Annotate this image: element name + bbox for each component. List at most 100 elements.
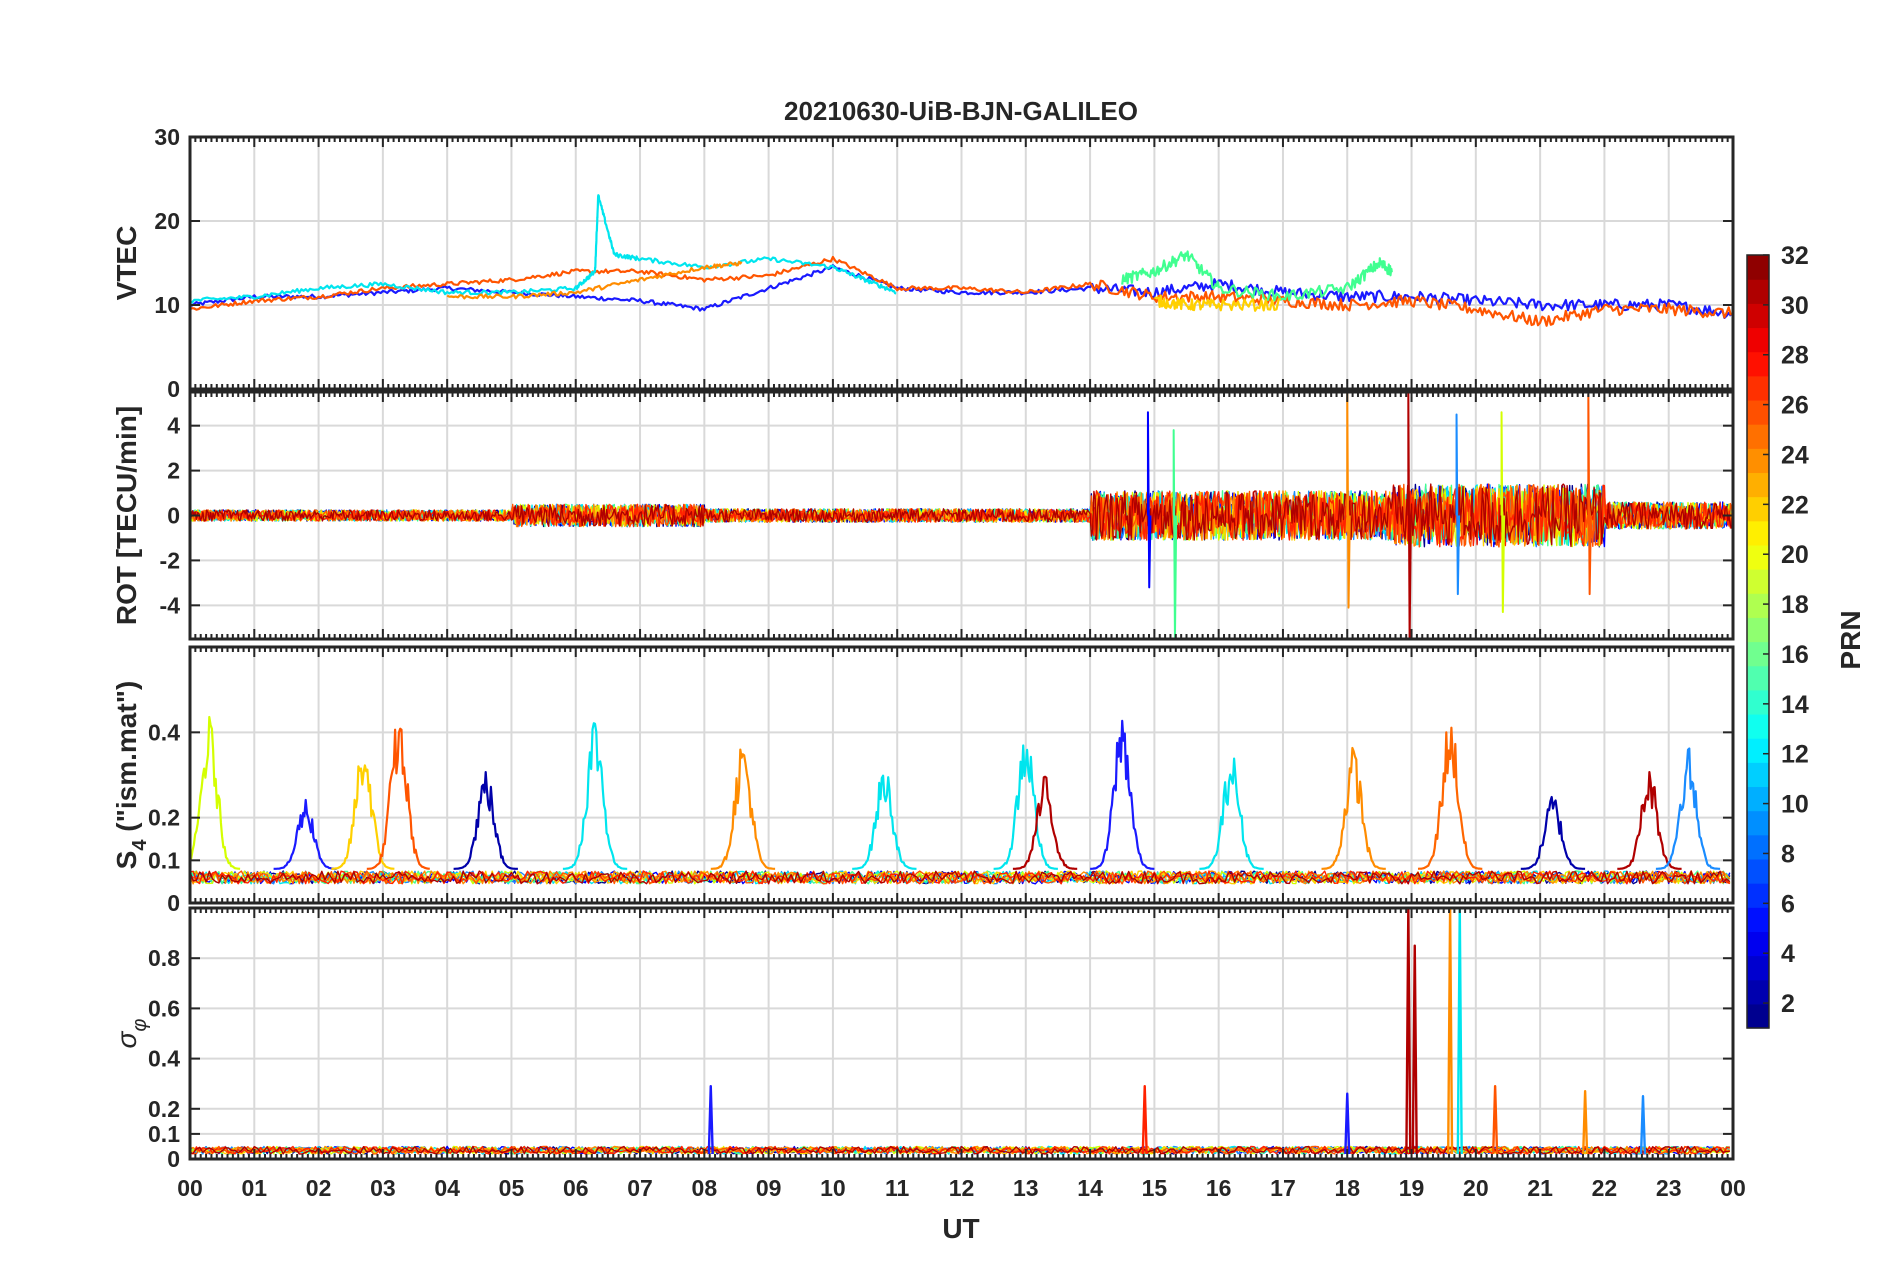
grid-S4 <box>190 647 1733 904</box>
peak-mark <box>366 727 430 870</box>
colorbar-segment <box>1747 738 1769 763</box>
y-tick-label: 0.2 <box>148 805 180 831</box>
y-tick-label: 20 <box>154 208 180 234</box>
peak-mark <box>190 715 241 870</box>
x-tick-label: 16 <box>1206 1175 1232 1201</box>
spike-mark <box>1141 1085 1148 1155</box>
data-ROT <box>190 392 1733 639</box>
peak-mark <box>453 771 518 870</box>
y-tick-label: 2 <box>167 458 180 484</box>
x-tick-label: 12 <box>949 1175 975 1201</box>
colorbar-segment <box>1747 883 1769 908</box>
colorbar-tick-label: 24 <box>1781 441 1809 469</box>
series-line <box>190 483 1733 548</box>
y-tick-label: 30 <box>154 124 180 150</box>
peak-mark <box>1417 726 1483 870</box>
colorbar-tick-label: 12 <box>1781 741 1809 769</box>
colorbar-segment <box>1747 641 1769 667</box>
colorbar-segment <box>1747 810 1769 836</box>
colorbar-segment <box>1747 520 1769 546</box>
panel-VTEC: 0 10 20 30 VTEC <box>111 124 1735 402</box>
x-tick-label: 13 <box>1013 1175 1039 1201</box>
ticks-sigma_phi <box>189 908 1734 1159</box>
spike-mark <box>1344 1092 1351 1155</box>
peak-mark <box>1617 771 1682 870</box>
colorbar-segment <box>1747 448 1769 474</box>
data-S4 <box>190 715 1731 885</box>
colorbar-segment <box>1747 931 1769 957</box>
x-tick-label: 20 <box>1463 1175 1489 1201</box>
figure-title: 20210630-UiB-BJN-GALILEO <box>784 96 1138 126</box>
spike-mark <box>1411 944 1418 1154</box>
series-line <box>190 870 1731 885</box>
colorbar-segment <box>1747 689 1769 715</box>
peak-mark <box>1090 719 1155 870</box>
series-line <box>190 870 1731 885</box>
colorbar-tick-label: 32 <box>1781 242 1809 270</box>
y-axis-label-ROT: ROT [TECU/min] <box>111 406 142 625</box>
burst-mark <box>1172 429 1178 639</box>
grid-sigma_phi <box>190 908 1733 1160</box>
x-tick-label: 18 <box>1334 1175 1360 1201</box>
colorbar-segment <box>1747 544 1769 570</box>
colorbar-tick-label: 14 <box>1781 691 1809 719</box>
peak-mark <box>852 774 917 870</box>
series-line <box>1154 294 1281 312</box>
x-tick-label: 09 <box>756 1175 782 1201</box>
peak-mark <box>1012 775 1078 870</box>
colorbar-tick-label: 6 <box>1781 890 1795 918</box>
colorbar-segment <box>1747 1003 1769 1029</box>
y-tick-label: 0 <box>167 890 180 916</box>
data-sigma_phi <box>190 908 1731 1155</box>
x-tick-label: 15 <box>1142 1175 1168 1201</box>
colorbar-segment <box>1747 713 1769 739</box>
burst-mark <box>1346 392 1351 609</box>
peak-mark <box>1199 757 1264 870</box>
x-tick-label: 23 <box>1656 1175 1682 1201</box>
y-tick-label: 4 <box>167 413 180 439</box>
burst-mark <box>1455 413 1461 596</box>
colorbar-segment <box>1747 907 1769 932</box>
spike-mark <box>1639 1095 1647 1155</box>
colorbar-segment <box>1747 375 1769 401</box>
x-tick-label: 01 <box>241 1175 267 1201</box>
series-line <box>190 264 1732 319</box>
x-tick-label: 00 <box>177 1175 203 1201</box>
colorbar-tick-label: 2 <box>1781 990 1795 1018</box>
ticks-S4 <box>189 647 1734 903</box>
series-line <box>1121 250 1393 302</box>
peak-mark <box>562 722 628 870</box>
x-axis-label: UT <box>942 1213 979 1244</box>
colorbar-segment <box>1747 327 1769 353</box>
burst-mark <box>1146 411 1152 589</box>
burst-mark <box>1407 392 1412 639</box>
y-axis-label-S4: S4 ("ism.mat") <box>111 681 151 870</box>
colorbar-segment <box>1747 424 1769 449</box>
y-tick-label: 0.4 <box>148 1046 180 1072</box>
colorbar-segment <box>1747 303 1769 329</box>
spike-mark <box>1456 908 1463 1154</box>
x-tick-label: 06 <box>563 1175 589 1201</box>
colorbar-frame <box>1746 254 1770 1029</box>
x-tick-label: 03 <box>370 1175 396 1201</box>
x-tick-label: 14 <box>1077 1175 1103 1201</box>
spike-mark <box>1446 908 1454 1154</box>
panel-sigma_phi: 00.10.2 0.4 0.6 0.8 σφ <box>111 906 1735 1172</box>
y-tick-label: 0.8 <box>148 945 180 971</box>
x-tick-label: 04 <box>434 1175 460 1201</box>
ticks-VTEC <box>189 137 1734 389</box>
peak-mark <box>1655 747 1721 870</box>
y-tick-label: 0.1 <box>148 847 180 873</box>
y-tick-label: 10 <box>154 292 180 318</box>
peak-mark <box>993 744 1058 870</box>
colorbar-segment <box>1747 665 1769 691</box>
ticks-ROT <box>189 392 1734 639</box>
x-tick-label: 21 <box>1527 1175 1553 1201</box>
x-tick-label: 22 <box>1592 1175 1618 1201</box>
peak-mark <box>710 748 776 870</box>
series-line <box>446 260 743 300</box>
colorbar-tick-label: 30 <box>1781 292 1809 320</box>
y-axis-label-sigma_phi: σφ <box>111 1019 151 1049</box>
